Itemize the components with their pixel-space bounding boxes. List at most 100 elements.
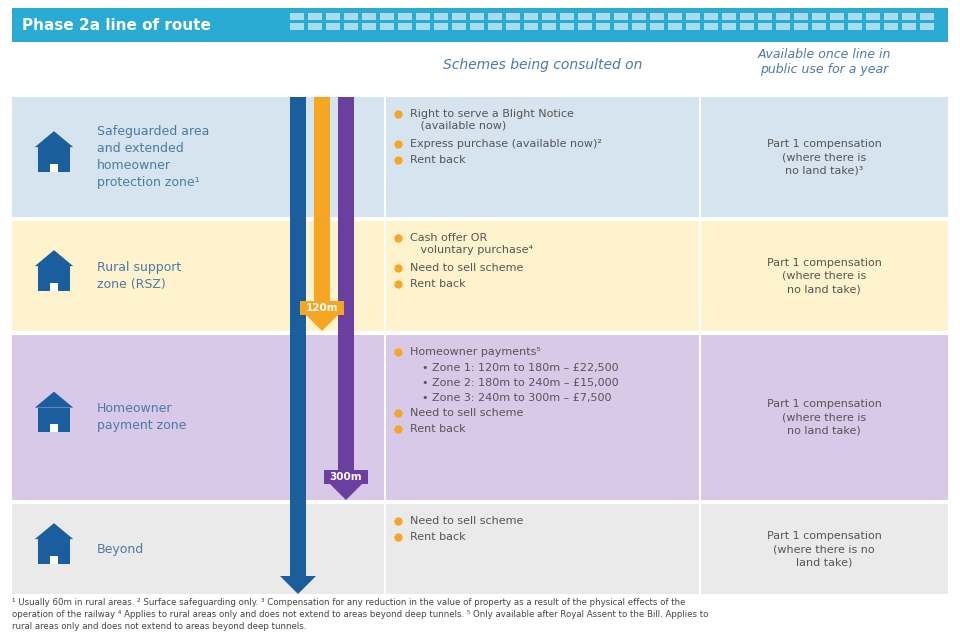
Text: Rent back: Rent back [410, 155, 466, 165]
Bar [452, 23, 466, 30]
Text: Express purchase (available now)²: Express purchase (available now)² [410, 139, 602, 149]
Text: Rent back: Rent back [410, 424, 466, 434]
Bar [776, 23, 790, 30]
Bar [722, 23, 736, 30]
Bar [614, 23, 628, 30]
Bar [830, 23, 844, 30]
Bar [326, 13, 340, 20]
Bar [12, 97, 948, 594]
Polygon shape [35, 131, 73, 147]
FancyBboxPatch shape [324, 470, 368, 484]
Bar [506, 13, 520, 20]
Bar [866, 23, 880, 30]
Bar [384, 97, 386, 217]
Bar [794, 23, 808, 30]
Bar [326, 23, 340, 30]
Bar [51, 424, 58, 433]
Bar [704, 23, 718, 30]
Bar [699, 221, 701, 331]
Text: Part 1 compensation
(where there is
no land take): Part 1 compensation (where there is no l… [767, 399, 881, 436]
Bar [12, 221, 948, 331]
Text: Part 1 compensation
(where there is no
land take): Part 1 compensation (where there is no l… [767, 531, 881, 567]
Bar [290, 13, 304, 20]
Bar [488, 13, 502, 20]
Text: • Zone 1: 120m to 180m – £22,500: • Zone 1: 120m to 180m – £22,500 [408, 363, 618, 373]
Polygon shape [35, 250, 73, 266]
Bar [488, 23, 502, 30]
Bar [314, 97, 330, 313]
Text: Available once line in
public use for a year: Available once line in public use for a … [757, 48, 891, 76]
Bar [434, 13, 448, 20]
Bar [344, 13, 358, 20]
Bar [308, 13, 322, 20]
Bar [37, 408, 70, 433]
Bar [12, 8, 948, 42]
Bar [51, 283, 58, 291]
Bar [884, 23, 898, 30]
Text: Need to sell scheme: Need to sell scheme [410, 263, 523, 273]
Bar [758, 13, 772, 20]
Bar [452, 13, 466, 20]
Text: ¹ Usually 60m in rural areas. ² Surface safeguarding only. ³ Compensation for an: ¹ Usually 60m in rural areas. ² Surface … [12, 598, 708, 630]
Text: Schemes being consulted on: Schemes being consulted on [443, 58, 642, 72]
Text: Need to sell scheme: Need to sell scheme [410, 516, 523, 526]
Text: Part 1 compensation
(where there is
no land take)³: Part 1 compensation (where there is no l… [767, 139, 881, 175]
Bar [542, 13, 556, 20]
Bar [560, 23, 574, 30]
Bar [686, 23, 700, 30]
Bar [812, 23, 826, 30]
Bar [650, 23, 664, 30]
Bar [560, 13, 574, 20]
Bar [12, 504, 948, 594]
Bar [902, 23, 916, 30]
Bar [37, 539, 70, 564]
FancyBboxPatch shape [300, 301, 344, 315]
Text: Rural support
zone (RSZ): Rural support zone (RSZ) [97, 261, 181, 291]
Bar [632, 13, 646, 20]
Text: Safeguarded area
and extended
homeowner
protection zone¹: Safeguarded area and extended homeowner … [97, 125, 209, 189]
Bar [290, 97, 306, 576]
Bar [470, 23, 484, 30]
Bar [12, 335, 948, 500]
Bar [344, 23, 358, 30]
Bar [434, 23, 448, 30]
Text: Rent back: Rent back [410, 532, 466, 542]
Bar [699, 97, 701, 217]
Bar [776, 13, 790, 20]
Polygon shape [304, 313, 340, 331]
Bar [686, 13, 700, 20]
Bar [12, 500, 948, 504]
Bar [37, 147, 70, 172]
Text: Right to serve a Blight Notice
   (available now): Right to serve a Blight Notice (availabl… [410, 109, 574, 131]
Text: 300m: 300m [329, 472, 362, 482]
Bar [722, 13, 736, 20]
Bar [650, 13, 664, 20]
Text: Phase 2a line of route: Phase 2a line of route [22, 17, 211, 33]
Bar [794, 13, 808, 20]
Bar [542, 23, 556, 30]
Bar [338, 97, 354, 482]
Bar [848, 23, 862, 30]
Polygon shape [35, 392, 73, 408]
Bar [12, 217, 948, 221]
Bar [740, 23, 754, 30]
Bar [398, 23, 412, 30]
Bar [920, 13, 934, 20]
Bar [398, 13, 412, 20]
Bar [12, 97, 948, 217]
Bar [12, 331, 948, 335]
Bar [362, 23, 376, 30]
Bar [866, 13, 880, 20]
Bar [668, 23, 682, 30]
Bar [632, 23, 646, 30]
Text: Homeowner payments⁵: Homeowner payments⁵ [410, 347, 540, 357]
Bar [596, 13, 610, 20]
Bar [699, 504, 701, 594]
Bar [740, 13, 754, 20]
Bar [380, 23, 394, 30]
Text: Beyond: Beyond [97, 543, 144, 556]
Bar [920, 23, 934, 30]
Bar [596, 23, 610, 30]
Text: Part 1 compensation
(where there is
no land take): Part 1 compensation (where there is no l… [767, 258, 881, 294]
Text: 120m: 120m [305, 303, 338, 313]
